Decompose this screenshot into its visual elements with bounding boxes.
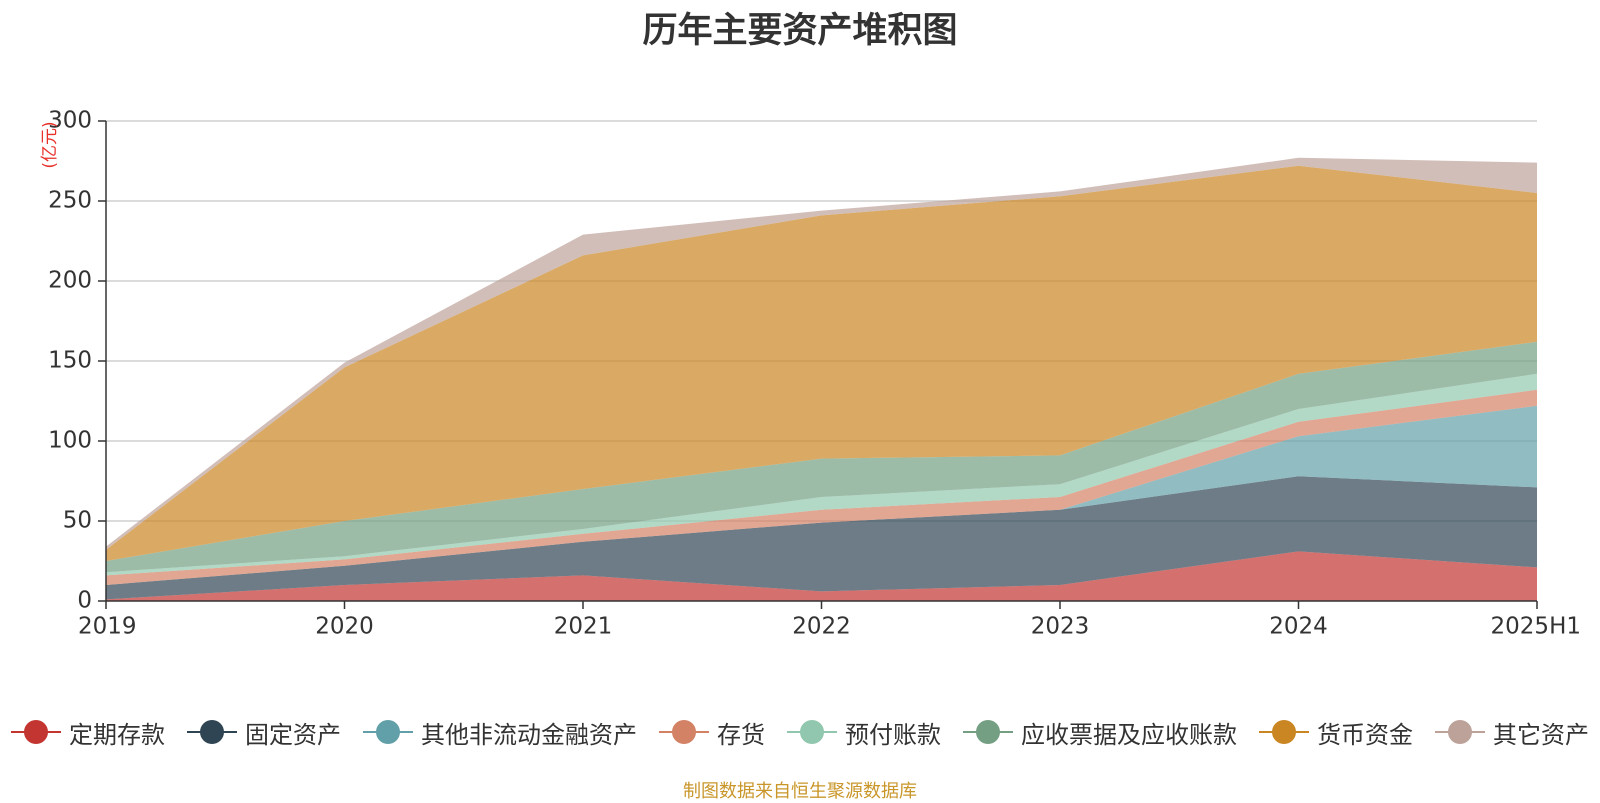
- series-areas: [106, 157, 1537, 601]
- legend-item-6[interactable]: 货币资金: [1259, 715, 1413, 750]
- stacked-area-chart: 0 50 100 150 200 250 300 2019 2020 2021 2022 2023 20…: [40, 108, 1581, 640]
- legend-label: 货币资金: [1317, 720, 1413, 749]
- legend-item-7[interactable]: 其它资产: [1435, 715, 1589, 750]
- x-tick-label-2: 2021: [554, 614, 613, 640]
- area-series-0: [106, 551, 1537, 601]
- legend-label: 其它资产: [1493, 720, 1589, 749]
- y-tick-label-1: 50: [63, 508, 92, 534]
- legend-marker-icon: [1259, 718, 1309, 746]
- legend-marker-icon: [11, 718, 61, 746]
- legend-item-5[interactable]: 应收票据及应收账款: [963, 715, 1237, 750]
- legend-item-1[interactable]: 固定资产: [187, 715, 341, 750]
- y-tick-label-5: 250: [48, 188, 92, 214]
- legend-item-0[interactable]: 定期存款: [11, 715, 165, 750]
- chart-title: 历年主要资产堆积图: [642, 11, 958, 51]
- x-tick-label-6: 2025H1: [1491, 614, 1581, 640]
- x-tick-label-5: 2024: [1269, 614, 1328, 640]
- chart-legend: 定期存款 固定资产 其他非流动金融资产 存货 预付账款 应收票据及应收账款 货币资金 其它资产: [0, 712, 1600, 752]
- legend-marker-icon: [659, 718, 709, 746]
- y-tick-label-2: 100: [48, 428, 92, 454]
- area-series-5: [106, 341, 1537, 573]
- y-tick-label-4: 200: [48, 268, 92, 294]
- legend-marker-icon: [787, 718, 837, 746]
- x-tick-label-4: 2023: [1031, 614, 1090, 640]
- y-tick-label-0: 0: [77, 588, 92, 614]
- legend-item-3[interactable]: 存货: [659, 715, 765, 750]
- legend-item-2[interactable]: 其他非流动金融资产: [363, 715, 637, 750]
- y-axis-unit-label: (亿元): [40, 121, 60, 168]
- axes: 0 50 100 150 200 250 300 2019 2020 2021 2022 2023 20…: [48, 108, 1581, 640]
- y-tick-label-6: 300: [48, 108, 92, 134]
- area-series-6: [106, 165, 1537, 562]
- legend-marker-icon: [963, 718, 1013, 746]
- legend-item-4[interactable]: 预付账款: [787, 715, 941, 750]
- source-note: 制图数据来自恒生聚源数据库: [683, 781, 917, 802]
- legend-label: 应收票据及应收账款: [1021, 720, 1237, 749]
- area-series-3: [106, 389, 1537, 585]
- x-tick-label-3: 2022: [792, 614, 851, 640]
- legend-label: 存货: [717, 720, 765, 749]
- area-series-1: [106, 476, 1537, 600]
- x-tick-label-0: 2019: [78, 614, 137, 640]
- legend-marker-icon: [187, 718, 237, 746]
- legend-marker-icon: [1435, 718, 1485, 746]
- legend-label: 定期存款: [69, 720, 165, 749]
- legend-label: 其他非流动金融资产: [421, 720, 637, 749]
- y-tick-label-3: 150: [48, 348, 92, 374]
- legend-label: 固定资产: [245, 720, 341, 749]
- x-tick-label-1: 2020: [315, 614, 374, 640]
- legend-marker-icon: [363, 718, 413, 746]
- legend-label: 预付账款: [845, 720, 941, 749]
